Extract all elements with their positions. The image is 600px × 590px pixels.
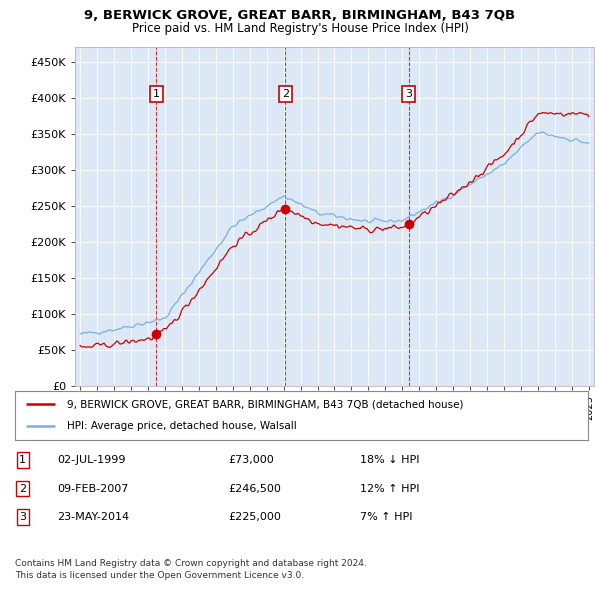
Text: 23-MAY-2014: 23-MAY-2014: [57, 512, 129, 522]
Text: £73,000: £73,000: [228, 455, 274, 465]
Text: 7% ↑ HPI: 7% ↑ HPI: [360, 512, 413, 522]
Text: 1: 1: [19, 455, 26, 465]
Text: 9, BERWICK GROVE, GREAT BARR, BIRMINGHAM, B43 7QB (detached house): 9, BERWICK GROVE, GREAT BARR, BIRMINGHAM…: [67, 399, 463, 409]
Text: Contains HM Land Registry data © Crown copyright and database right 2024.: Contains HM Land Registry data © Crown c…: [15, 559, 367, 568]
Text: 2: 2: [19, 484, 26, 493]
Text: HPI: Average price, detached house, Walsall: HPI: Average price, detached house, Wals…: [67, 421, 296, 431]
Text: 09-FEB-2007: 09-FEB-2007: [57, 484, 128, 493]
Text: 1: 1: [153, 89, 160, 99]
Text: 3: 3: [19, 512, 26, 522]
Text: 9, BERWICK GROVE, GREAT BARR, BIRMINGHAM, B43 7QB: 9, BERWICK GROVE, GREAT BARR, BIRMINGHAM…: [85, 9, 515, 22]
Text: 3: 3: [405, 89, 412, 99]
Text: 12% ↑ HPI: 12% ↑ HPI: [360, 484, 419, 493]
Text: 18% ↓ HPI: 18% ↓ HPI: [360, 455, 419, 465]
Text: Price paid vs. HM Land Registry's House Price Index (HPI): Price paid vs. HM Land Registry's House …: [131, 22, 469, 35]
Text: This data is licensed under the Open Government Licence v3.0.: This data is licensed under the Open Gov…: [15, 571, 304, 579]
Text: 02-JUL-1999: 02-JUL-1999: [57, 455, 125, 465]
Text: 2: 2: [282, 89, 289, 99]
Text: £225,000: £225,000: [228, 512, 281, 522]
Text: £246,500: £246,500: [228, 484, 281, 493]
